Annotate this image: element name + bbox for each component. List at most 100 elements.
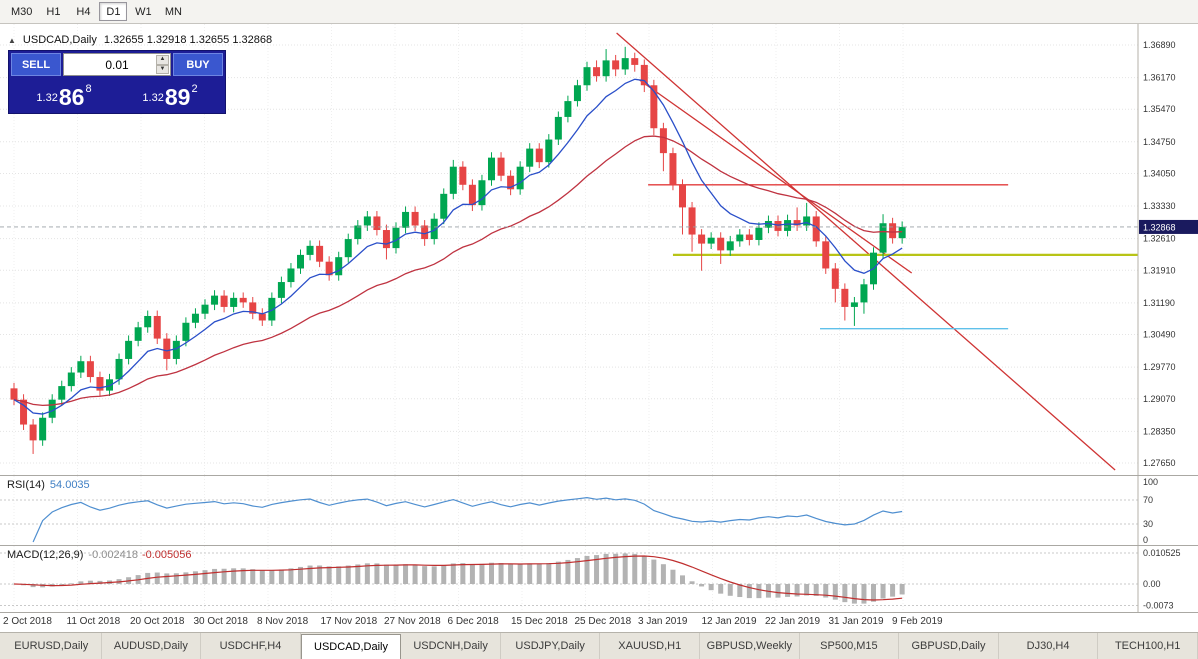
- sell-price-big: 86: [58, 84, 85, 110]
- candle-body: [382, 230, 390, 249]
- macd-bar: [651, 559, 657, 584]
- tab-xauusd-h1[interactable]: XAUUSD,H1: [600, 633, 701, 659]
- macd-bar: [183, 572, 189, 584]
- price-chart-canvas[interactable]: 1.36890 1.36170 1.35470 1.34750 1.34050 1.333…: [0, 24, 1198, 475]
- candle-body: [335, 257, 343, 276]
- timeframe-button-d1[interactable]: D1: [99, 2, 128, 21]
- macd-bar: [317, 565, 323, 584]
- candle-body: [631, 58, 639, 65]
- candle-body: [144, 315, 152, 328]
- tab-usdchf-h4[interactable]: USDCHF,H4: [201, 633, 301, 659]
- candle-body: [822, 241, 830, 269]
- panel-splitter[interactable]: [0, 545, 1198, 546]
- price-scale-label: 1.27650: [1143, 458, 1176, 468]
- macd-bar: [97, 580, 103, 584]
- timeframe-button-h4[interactable]: H4: [69, 2, 97, 21]
- macd-bar: [383, 564, 389, 584]
- macd-canvas[interactable]: 0.010525 0.00 -0.0073: [0, 546, 1198, 612]
- rsi-panel[interactable]: 10070300 RSI(14)54.0035: [0, 476, 1198, 545]
- tab-sp500-m15[interactable]: SP500,M15: [800, 633, 900, 659]
- tab-gbpusd-weekly[interactable]: GBPUSD,Weekly: [700, 633, 800, 659]
- tab-tech100-h1[interactable]: TECH100,H1: [1098, 633, 1198, 659]
- panel-splitter[interactable]: [0, 612, 1198, 613]
- date-label: 27 Nov 2018: [384, 616, 441, 627]
- volume-down-button[interactable]: ▼: [156, 64, 169, 74]
- macd-bar: [78, 581, 84, 584]
- trend-line[interactable]: [616, 32, 1116, 471]
- candle-body: [774, 220, 782, 231]
- candle-body: [793, 220, 801, 226]
- price-scale-label: 1.34050: [1143, 168, 1176, 178]
- panel-splitter[interactable]: [0, 475, 1198, 476]
- sell-button[interactable]: SELL: [11, 53, 61, 76]
- macd-bar: [823, 584, 829, 598]
- candle-body: [325, 261, 333, 276]
- price-scale-area[interactable]: [1138, 24, 1198, 475]
- price-scale-label: 1.36890: [1143, 40, 1176, 50]
- candle-body: [812, 216, 820, 242]
- rsi-scale-area[interactable]: [1138, 476, 1198, 545]
- candle-body: [268, 297, 276, 321]
- candle-body: [125, 340, 133, 359]
- macd-panel[interactable]: 0.0105250.00-0.0073 MACD(12,26,9)-0.0024…: [0, 546, 1198, 612]
- macd-bar: [536, 563, 542, 584]
- buy-price-big: 89: [164, 84, 191, 110]
- rsi-canvas[interactable]: 100 70 30 0: [0, 476, 1198, 545]
- timeframe-button-w1[interactable]: W1: [129, 2, 157, 21]
- candle-body: [430, 218, 438, 240]
- candle-body: [488, 157, 495, 181]
- macd-bar: [269, 570, 275, 584]
- macd-bar: [594, 555, 600, 584]
- macd-scale-area[interactable]: [1138, 546, 1198, 612]
- trend-line[interactable]: [639, 79, 913, 274]
- date-label: 6 Dec 2018: [447, 616, 499, 627]
- macd-bar: [460, 563, 466, 584]
- candle-body: [48, 399, 56, 418]
- candle-body: [507, 175, 515, 190]
- candle-body: [745, 234, 753, 240]
- tab-audusd-daily[interactable]: AUDUSD,Daily: [102, 633, 202, 659]
- macd-bar: [450, 563, 456, 584]
- timeframe-button-mn[interactable]: MN: [159, 2, 187, 21]
- candle-body: [659, 128, 667, 154]
- macd-bar: [641, 555, 647, 584]
- tab-usdjpy-daily[interactable]: USDJPY,Daily: [501, 633, 601, 659]
- candle-body: [545, 139, 553, 163]
- timeframe-button-h1[interactable]: H1: [39, 2, 67, 21]
- price-scale-label: 1.29770: [1143, 362, 1176, 372]
- candle-body: [526, 148, 534, 167]
- candle-body: [411, 211, 419, 226]
- macd-bar: [489, 562, 494, 584]
- volume-input[interactable]: 0.01 ▲ ▼: [63, 53, 171, 76]
- tab-dj30-h4[interactable]: DJ30,H4: [999, 633, 1099, 659]
- macd-bar: [231, 568, 237, 584]
- candle-body: [20, 399, 28, 425]
- candle-body: [593, 67, 601, 77]
- price-chart-panel[interactable]: 1.36890 1.36170 1.35470 1.34750 1.34050 1.333…: [0, 24, 1198, 475]
- tab-eurusd-daily[interactable]: EURUSD,Daily: [2, 633, 102, 659]
- price-scale-label: 1.36170: [1143, 73, 1176, 83]
- candle-body: [583, 67, 591, 86]
- macd-bar: [660, 564, 666, 584]
- tab-usdcad-daily[interactable]: USDCAD,Daily: [300, 634, 402, 659]
- macd-bar: [326, 566, 332, 584]
- date-label: 30 Oct 2018: [193, 616, 248, 627]
- macd-bar: [307, 565, 313, 584]
- volume-value: 0.01: [105, 57, 129, 72]
- candle-body: [449, 166, 457, 194]
- volume-spinner: ▲ ▼: [156, 55, 169, 74]
- candle-body: [850, 302, 858, 307]
- timeframe-button-m30[interactable]: M30: [6, 2, 37, 21]
- time-axis[interactable]: 2 Oct 2018 11 Oct 2018 20 Oct 2018 30 Oct 2…: [0, 613, 1198, 632]
- macd-bar: [364, 563, 370, 584]
- tab-usdcnh-daily[interactable]: USDCNH,Daily: [401, 633, 501, 659]
- sell-price-display[interactable]: 1.32 86 8: [11, 76, 117, 111]
- candle-body: [77, 361, 85, 373]
- macd-bar: [880, 584, 886, 599]
- volume-up-button[interactable]: ▲: [156, 55, 169, 65]
- tab-gbpusd-daily[interactable]: GBPUSD,Daily: [899, 633, 999, 659]
- buy-price-display[interactable]: 1.32 89 2: [117, 76, 223, 111]
- macd-bar: [574, 558, 580, 584]
- buy-button[interactable]: BUY: [173, 53, 223, 76]
- macd-bar: [164, 573, 170, 584]
